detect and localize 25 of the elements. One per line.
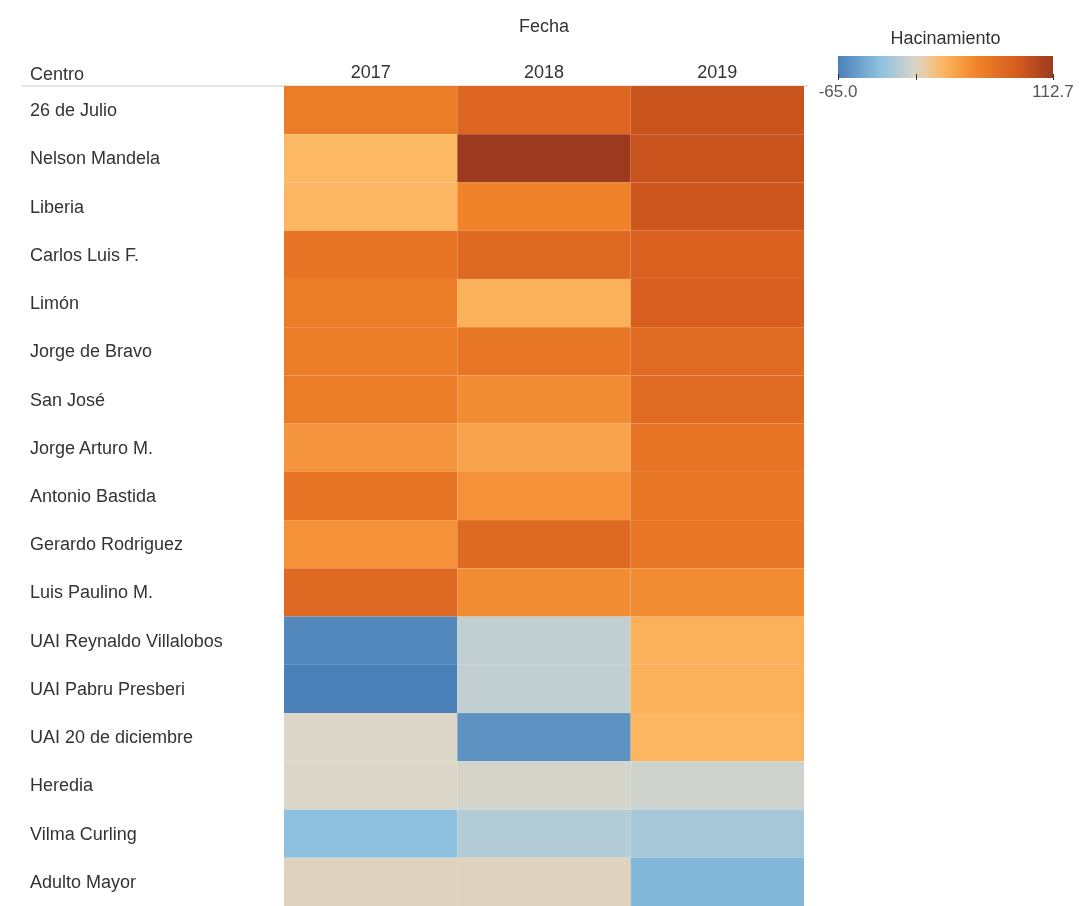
y-tick-label: Vilma Curling — [30, 822, 137, 845]
y-tick-label: Heredia — [30, 774, 94, 797]
y-tick-label: Liberia — [30, 195, 85, 218]
x-tick-label: 2018 — [523, 62, 565, 82]
y-tick-label: UAI 20 de diciembre — [30, 726, 194, 749]
y-tick-label: Gerardo Rodriguez — [30, 533, 184, 556]
y-tick-label: UAI Reynaldo Villalobos — [30, 629, 223, 652]
color-bar-label: 112.7 — [1031, 82, 1075, 102]
y-tick-label: UAI Pabru Presberi — [30, 677, 186, 700]
y-tick-label: San José — [30, 388, 106, 411]
color-bar-label: -65.0 — [817, 82, 859, 102]
color-bar-title: Hacinamiento — [889, 28, 1002, 49]
x-tick-label: 2019 — [697, 62, 738, 82]
x-axis-title: Fecha — [518, 16, 570, 36]
y-tick-label: 26 de Julio — [30, 99, 118, 122]
x-tick-label: 2017 — [350, 62, 391, 82]
y-tick-label: Jorge Arturo M. — [30, 436, 154, 459]
y-tick-label: Nelson Mandela — [30, 147, 161, 170]
y-tick-label: Adulto Mayor — [30, 870, 137, 893]
y-tick-label: Luis Paulino M. — [30, 581, 154, 604]
y-tick-label: Limón — [30, 292, 80, 315]
y-tick-label: Antonio Bastida — [30, 485, 157, 507]
y-axis-title: Centro — [30, 64, 85, 84]
y-tick-label: Carlos Luis F. — [30, 243, 140, 266]
y-tick-label: Jorge de Bravo — [30, 340, 153, 363]
